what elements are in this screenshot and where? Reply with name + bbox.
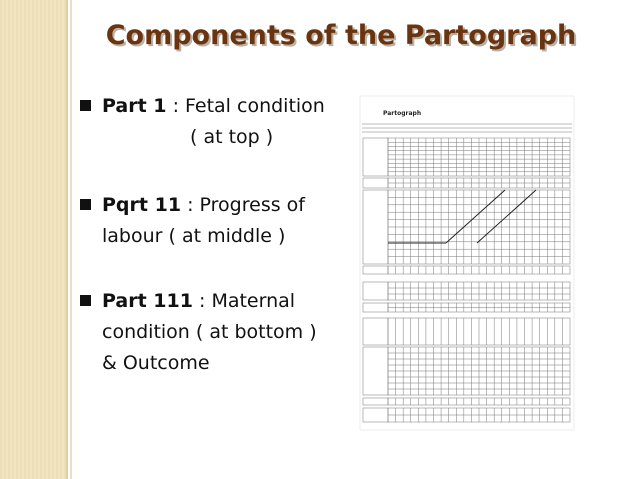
partograph-figure: Partograph bbox=[359, 95, 575, 431]
figure-frame bbox=[359, 95, 575, 431]
bullet-first-line: Part 1 : Fetal condition bbox=[102, 95, 325, 117]
bullet-label: Part 1 bbox=[102, 95, 167, 117]
bullet-text: condition ( at bottom ) bbox=[102, 321, 317, 343]
grid-label-cell bbox=[362, 397, 389, 406]
bullet-text: ( at top ) bbox=[190, 126, 273, 148]
figure-heading: Partograph bbox=[383, 110, 421, 117]
bullet-first-line: Part 111 : Maternal bbox=[102, 290, 295, 312]
bullet-marker bbox=[80, 199, 91, 210]
bullet-text: & Outcome bbox=[102, 352, 210, 374]
bullet-text: : Maternal bbox=[193, 290, 295, 312]
bullet-text: : Progress of bbox=[181, 194, 306, 216]
bullet-label: Pqrt 11 bbox=[102, 194, 181, 216]
grid-label-cell bbox=[362, 317, 389, 346]
action-line bbox=[476, 189, 537, 244]
title-shadow: Components of the Partograph bbox=[108, 22, 579, 53]
bullet-text: : Fetal condition bbox=[167, 95, 325, 117]
grid-label-cell bbox=[362, 265, 389, 275]
title: Components of the Partograph bbox=[106, 20, 577, 51]
side-band bbox=[0, 0, 66, 479]
bullet-first-line: Pqrt 11 : Progress of bbox=[102, 194, 306, 216]
alert-line bbox=[445, 189, 506, 244]
bullet-text: labour ( at middle ) bbox=[102, 225, 285, 247]
grid-label-cell bbox=[362, 137, 389, 177]
grid-label-cell bbox=[362, 281, 389, 301]
bullet-marker bbox=[80, 295, 91, 306]
bullet-label: Part 111 bbox=[102, 290, 193, 312]
bullet-marker bbox=[80, 100, 91, 111]
